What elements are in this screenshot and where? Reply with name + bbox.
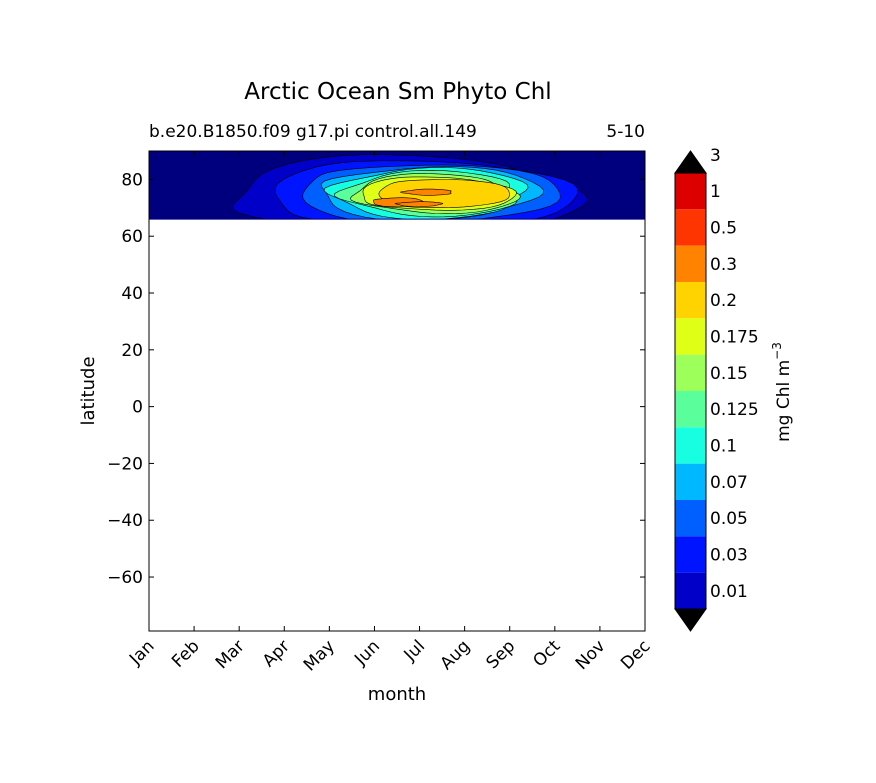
colorbar-tick-label: 0.03 [710, 546, 748, 566]
contour-region [399, 188, 452, 196]
colorbar-segment [675, 427, 706, 464]
heatmap-layer [149, 151, 645, 220]
colorbar-segment [675, 282, 706, 319]
colorbar-label-text: mg Chl m [774, 360, 794, 442]
colorbar-tick-label: 0.07 [710, 473, 748, 493]
x-tick-label: Aug [437, 636, 475, 674]
plot-area-background [149, 151, 645, 631]
colorbar-tick-label: 0.05 [710, 509, 748, 529]
contour-region [394, 201, 444, 207]
colorbar-tick-label: 0.125 [710, 400, 759, 420]
x-tick-label: Dec [617, 636, 654, 673]
colorbar-tick-label: 0.15 [710, 364, 748, 384]
colorbar-extend-min [674, 608, 707, 632]
colorbar-label: mg Chl m−3 [770, 342, 794, 442]
y-tick-label: −20 [107, 454, 143, 474]
x-tick-label: Jan [125, 636, 158, 669]
y-tick-label: 80 [121, 170, 143, 190]
colorbar-segment [675, 318, 706, 355]
y-tick-label: 20 [121, 341, 143, 361]
chart-subtitle-left: b.e20.B1850.f09 g17.pi control.all.149 [149, 122, 477, 142]
x-tick-label: Oct [529, 636, 564, 671]
colorbar-tick-label: 0.01 [710, 582, 748, 602]
colorbar-tick-label: 0.2 [710, 291, 737, 311]
x-tick-label: Nov [572, 636, 610, 674]
x-axis-label: month [368, 684, 426, 705]
colorbar-tick-label: 0.175 [710, 328, 759, 348]
y-axis-label: latitude [78, 356, 99, 425]
colorbar-segment [675, 391, 706, 428]
x-tick-label: Jul [400, 636, 429, 665]
x-tick-label: Apr [259, 636, 294, 671]
y-tick-label: 60 [121, 227, 143, 247]
x-tick-label: Feb [168, 636, 203, 671]
colorbar-tick-label: 1 [710, 182, 721, 202]
colorbar-segment [675, 536, 706, 573]
colorbar-segment [675, 500, 706, 537]
x-tick-label: Sep [482, 636, 519, 673]
colorbar-segment [675, 245, 706, 282]
colorbar-segment [675, 572, 706, 609]
colorbar-frame [674, 172, 707, 610]
y-tick-label: 40 [121, 284, 143, 304]
colorbar-segment [675, 463, 706, 500]
y-tick-label: 0 [132, 398, 143, 418]
plot-frame [148, 150, 646, 632]
colorbar-tick-label: 0.5 [710, 219, 737, 239]
colorbar: 0.01 0.03 0.05 0.07 0.1 0.125 0.15 0.175 0.2 0.3 0… [674, 146, 759, 632]
y-tick-label: −40 [107, 511, 143, 531]
x-tick-label: Jun [350, 636, 384, 670]
colorbar-tick-label: 0.1 [710, 437, 737, 457]
colorbar-label-exponent: −3 [770, 342, 784, 360]
y-axis: 80 60 40 20 0 −20 −40 −60 [107, 170, 645, 588]
chart-title: Arctic Ocean Sm Phyto Chl [244, 79, 551, 105]
colorbar-tick-label: 0.3 [710, 255, 737, 275]
chart-subtitle-right: 5-10 [606, 122, 645, 142]
colorbar-extend-max [674, 150, 707, 174]
x-tick-label: Mar [212, 636, 249, 673]
colorbar-segment [675, 173, 706, 210]
colorbar-segment [675, 354, 706, 391]
y-tick-label: −60 [107, 568, 143, 588]
x-tick-label: May [300, 636, 339, 675]
colorbar-tick-label: 3 [710, 146, 721, 166]
colorbar-segment [675, 209, 706, 246]
